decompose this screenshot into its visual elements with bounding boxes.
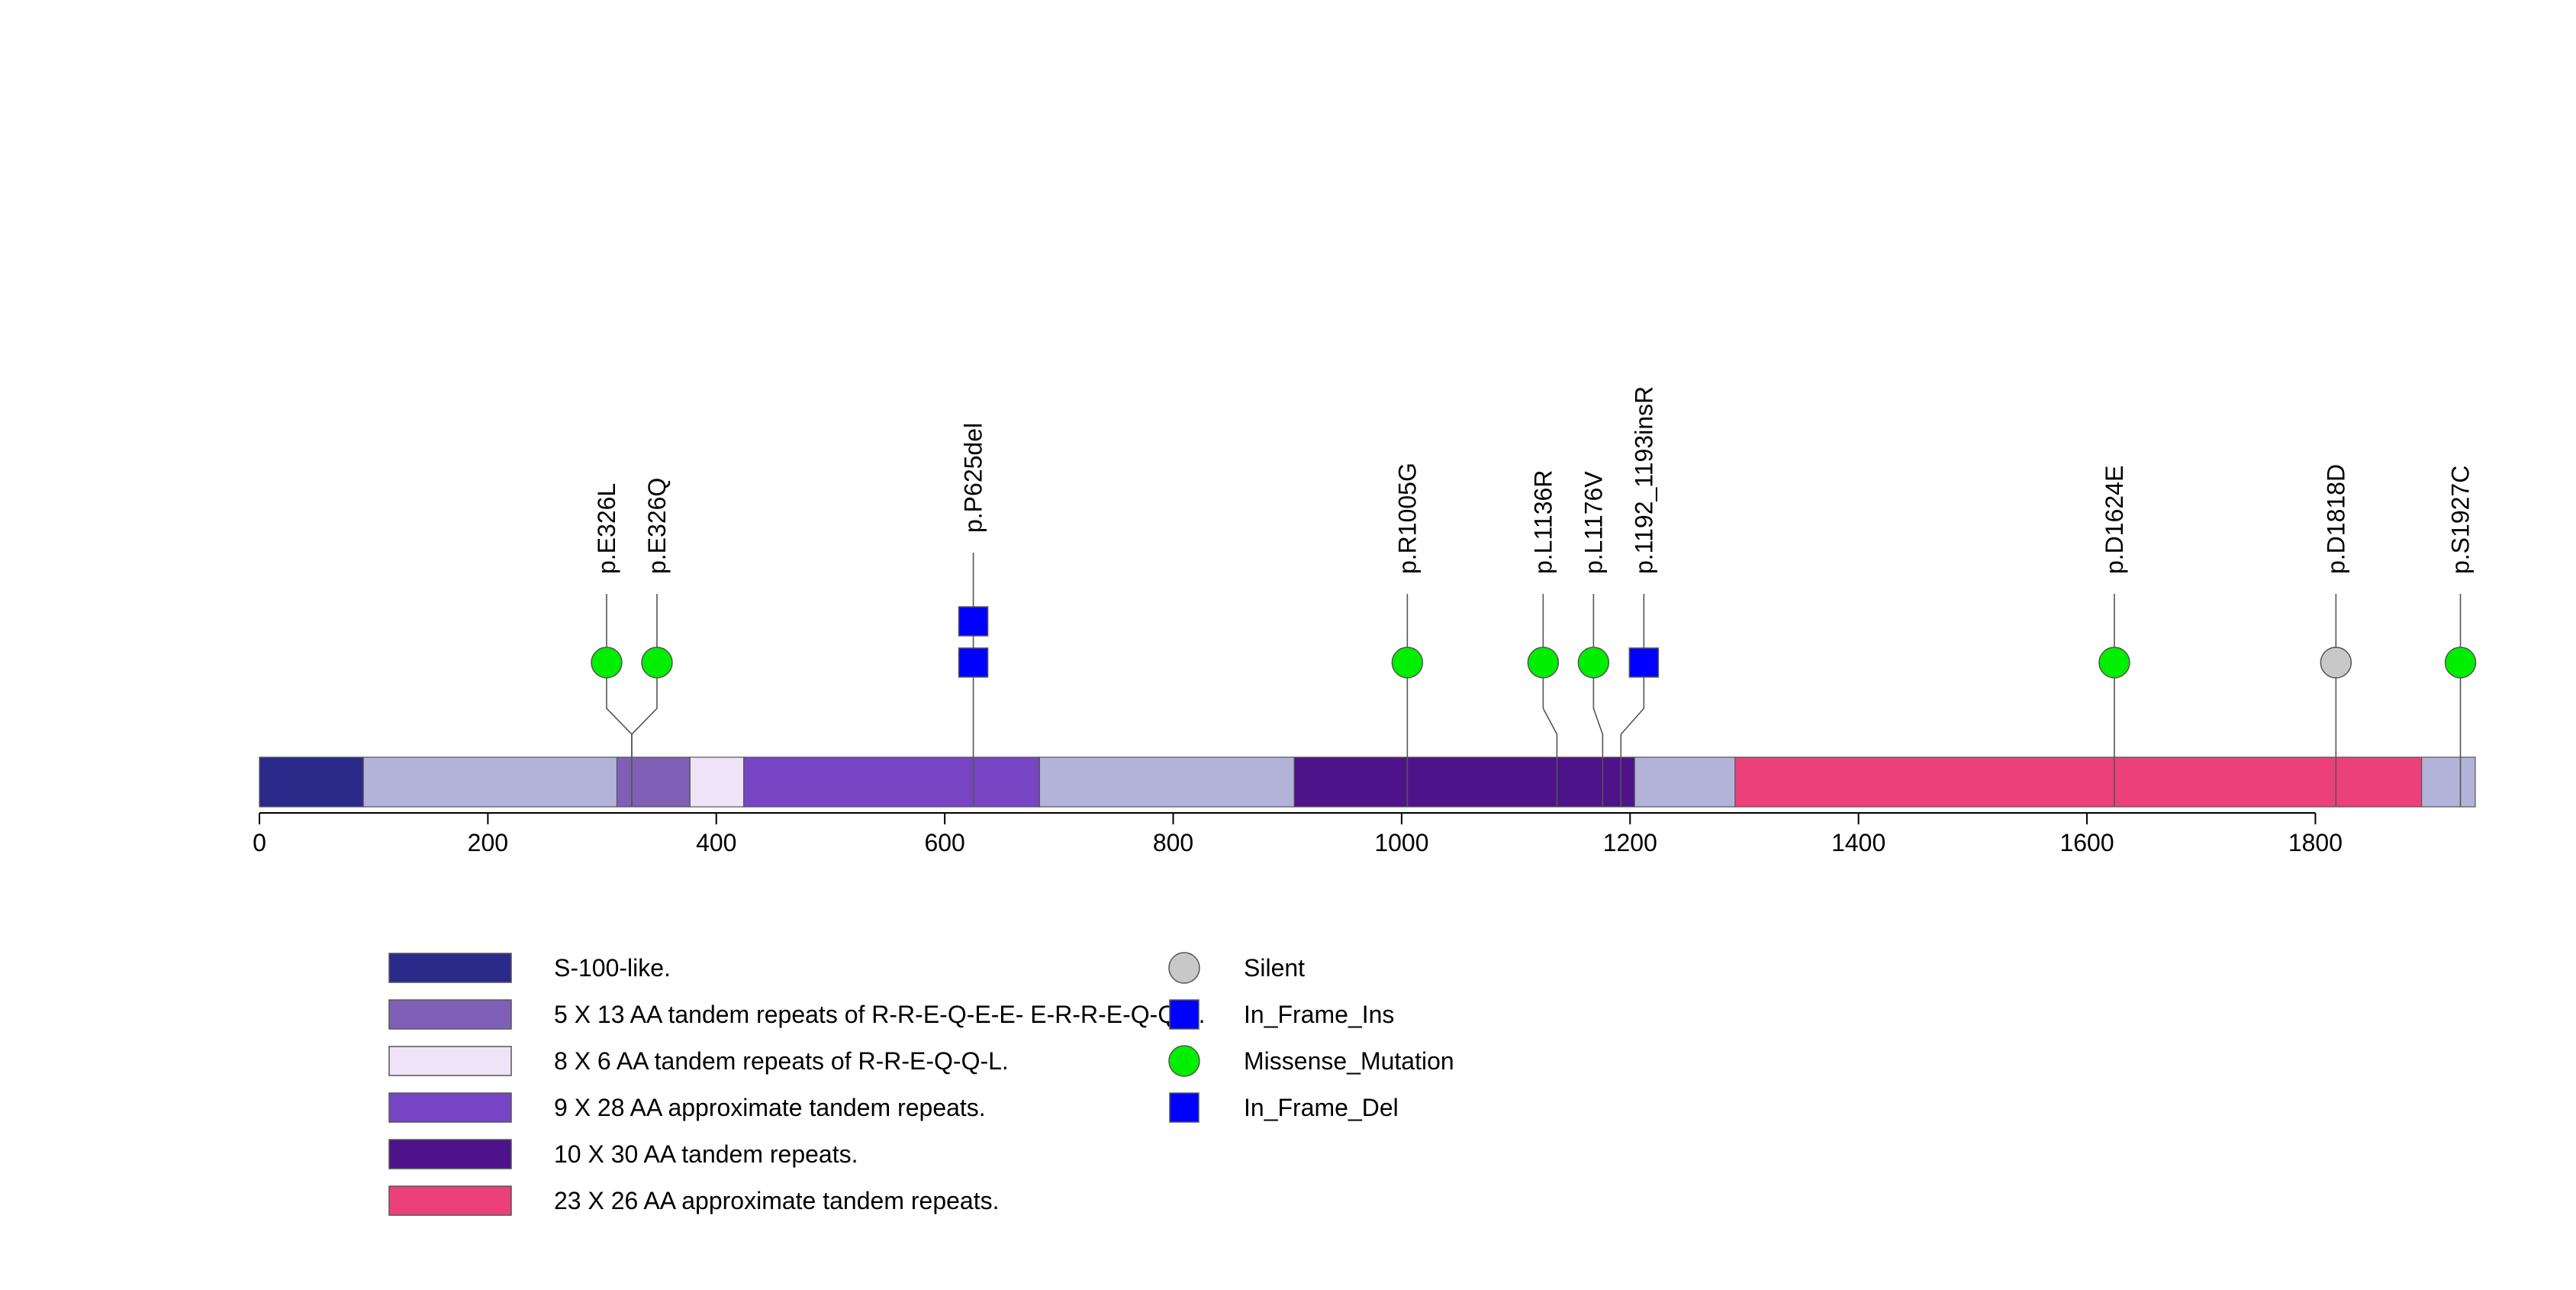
legend-mutation-label: In_Frame_Ins (1244, 1001, 1394, 1028)
mutation-p.S1927C: p.S1927C (2444, 466, 2477, 807)
x-tick-label: 800 (1153, 829, 1193, 856)
legend-marker-square (1169, 999, 1199, 1030)
mutation-label: p.S1927C (2447, 466, 2475, 574)
mutation-marker-circle (1577, 647, 1610, 679)
domain-segment-6 (1293, 756, 1635, 808)
x-tick-label: 1400 (1831, 829, 1885, 856)
mutation-marker-circle (2320, 647, 2352, 679)
mutation-marker-circle (2098, 647, 2130, 679)
mutation-p.D1818D: p.D1818D (2320, 464, 2352, 807)
mutation-label: p.L1136R (1529, 470, 1557, 574)
x-tick-label: 1800 (2288, 829, 2343, 856)
mutation-marker-circle (1391, 647, 1424, 679)
domain-segment-9 (2421, 756, 2476, 808)
mutation-p.L1176V: p.L1176V (1577, 471, 1610, 807)
x-tick-label: 200 (468, 829, 508, 856)
legend-marker-circle (1168, 952, 1200, 984)
protein-track (259, 756, 2476, 808)
mutation-label: p.D1818D (2322, 464, 2349, 574)
mutation-label: p.P625del (960, 423, 987, 533)
mutation-p.D1624E: p.D1624E (2098, 466, 2130, 807)
mutation-p.E326Q: p.E326Q (631, 478, 673, 807)
mutation-marker-square (1628, 647, 1660, 678)
legend-marker-circle (1168, 1045, 1200, 1077)
mutation-label: p.R1005G (1393, 463, 1421, 574)
legend-domain-label: 9 X 28 AA approximate tandem repeats. (554, 1094, 986, 1121)
mutation-marker-circle (1527, 647, 1560, 679)
domain-segment-3 (689, 756, 745, 808)
legend-domain-label: S-100-like. (554, 954, 671, 982)
legend-domain-swatch (388, 1185, 512, 1216)
x-tick-label: 600 (924, 829, 964, 856)
x-tick-label: 0 (253, 829, 266, 856)
mutation-marker-square (958, 647, 989, 678)
x-tick-label: 1600 (2059, 829, 2114, 856)
legend-domain-label: 8 X 6 AA tandem repeats of R-R-E-Q-Q-L. (554, 1047, 1009, 1075)
legend-domain-swatch (388, 1046, 512, 1076)
legend-domain-label: 23 X 26 AA approximate tandem repeats. (554, 1187, 999, 1214)
mutation-marker-circle (591, 647, 623, 679)
x-tick-label: 1200 (1603, 829, 1657, 856)
domain-segment-1 (362, 756, 618, 808)
domain-segment-2 (616, 756, 691, 808)
mutation-lollipops: p.E326L p.E326Q p.P625del p.R1005G p.L1136R p… (591, 386, 2477, 807)
legend-domain-swatch (388, 953, 512, 983)
legend-domain-swatch (388, 1139, 512, 1169)
legend-mutation-label: Missense_Mutation (1244, 1047, 1454, 1075)
domain-segment-4 (743, 756, 1040, 808)
mutation-marker-circle (2444, 647, 2477, 679)
mutation-label: p.L1176V (1579, 471, 1607, 574)
x-axis: 0 200 400 600 800 1000 1200 1400 1600 1800 (253, 812, 2343, 856)
legend-mutation-label: In_Frame_Del (1244, 1094, 1399, 1121)
mutation-label: p.1192_1193insR (1630, 386, 1657, 574)
mutation-label: p.D1624E (2101, 466, 2128, 574)
domain-segment-8 (1734, 756, 2423, 808)
mutation-p.L1136R: p.L1136R (1527, 470, 1560, 807)
legend-domain-swatch (388, 1092, 512, 1123)
mutation-p.1192_1193insR: p.1192_1193insR (1620, 386, 1660, 807)
mutation-p.R1005G: p.R1005G (1391, 463, 1424, 807)
mutation-marker-circle (641, 647, 673, 679)
domain-segment-5 (1038, 756, 1295, 808)
legend-marker-square (1169, 1092, 1199, 1123)
x-tick-label: 1000 (1374, 829, 1428, 856)
domain-segment-0 (259, 756, 364, 808)
legend: S-100-like. 5 X 13 AA tandem repeats of R… (388, 952, 1454, 1216)
legend-domain-label: 5 X 13 AA tandem repeats of R-R-E-Q-E-E-… (554, 1001, 1206, 1028)
legend-domain-label: 10 X 30 AA tandem repeats. (554, 1140, 858, 1168)
x-tick-label: 400 (696, 829, 736, 856)
mutation-p.P625del: p.P625del (958, 423, 989, 807)
legend-mutation-label: Silent (1244, 954, 1305, 982)
mutation-label: p.E326Q (643, 478, 671, 574)
domain-segment-7 (1634, 756, 1736, 808)
mutation-marker-square (958, 606, 989, 637)
mutation-label: p.E326L (593, 483, 620, 574)
legend-domain-swatch (388, 999, 512, 1030)
